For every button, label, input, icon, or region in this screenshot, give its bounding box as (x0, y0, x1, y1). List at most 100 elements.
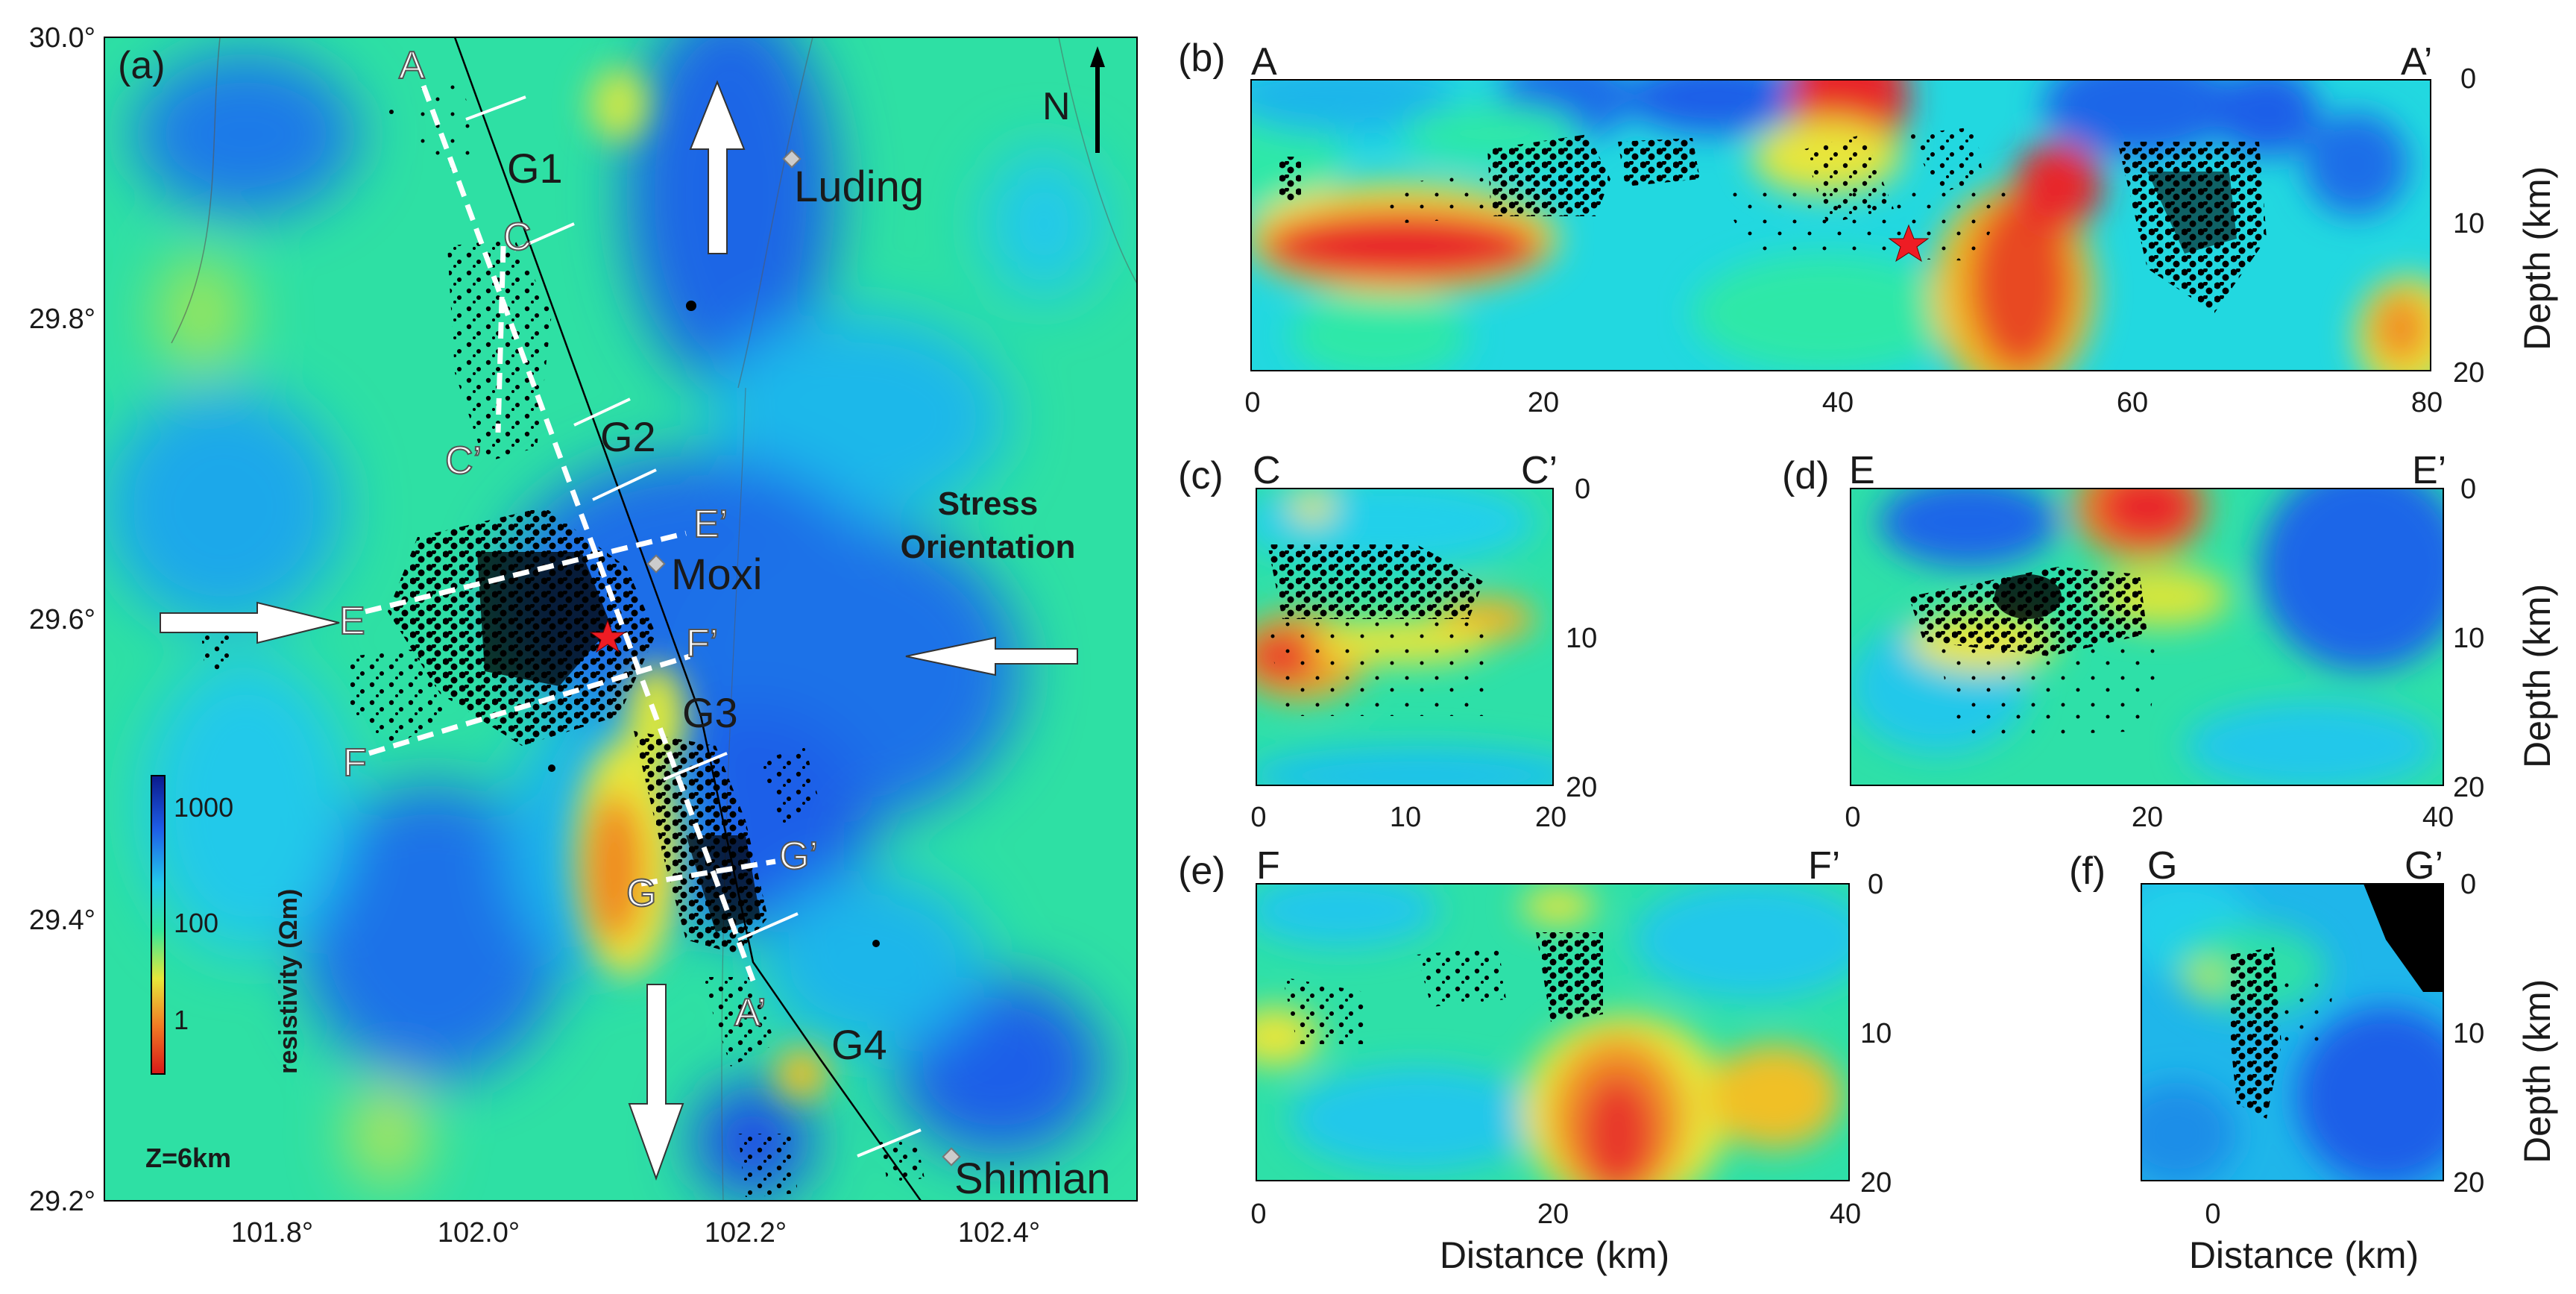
svg-text:G’: G’ (779, 835, 818, 878)
b-x-ticks: 0 20 40 60 80 (1244, 387, 2443, 418)
panel-b-label: (b) (1178, 37, 1226, 80)
panel-d-label: (d) (1782, 454, 1830, 497)
svg-text:29.4°: 29.4° (29, 905, 95, 936)
lat-tick-labels: 30.0° 29.8° 29.6° 29.4° 29.2° (29, 22, 95, 1217)
no-data-mask (2364, 884, 2443, 992)
section-f-start: G (2147, 844, 2177, 888)
panel-d-section: (d) E E’ 0 20 40 0 10 20 Depth (km) (1782, 449, 2558, 833)
f-x-ticks: 0 (2205, 1199, 2220, 1230)
svg-text:0: 0 (1250, 1199, 1266, 1230)
svg-text:20: 20 (2453, 772, 2484, 803)
svg-text:0: 0 (1250, 802, 1266, 833)
seismicity-cloud (1939, 641, 2162, 738)
segment-ticks (465, 95, 922, 1158)
section-c-end: C’ (1521, 449, 1558, 492)
svg-text:20: 20 (2453, 1167, 2484, 1199)
svg-text:G4: G4 (831, 1021, 887, 1068)
svg-text:10: 10 (2453, 208, 2484, 239)
panel-b-section: (b) A A’ 0 20 40 60 80 0 10 20 Depth (km… (1178, 37, 2558, 418)
section-b-start: A (1251, 40, 1277, 84)
svg-text:1000: 1000 (174, 792, 233, 823)
svg-text:10: 10 (1390, 802, 1421, 833)
svg-text:0: 0 (2460, 63, 2476, 95)
svg-text:A: A (399, 44, 425, 87)
north-label: N (1042, 85, 1071, 128)
svg-text:20: 20 (1537, 1199, 1569, 1230)
svg-text:20: 20 (2453, 357, 2484, 389)
svg-text:80: 80 (2411, 387, 2443, 418)
svg-text:0: 0 (2460, 474, 2476, 505)
svg-text:30.0°: 30.0° (29, 22, 95, 54)
colorbar-title: resistivity (Ωm) (274, 889, 303, 1074)
seismicity-cloud (1267, 544, 1484, 619)
depth-slice-label: Z=6km (145, 1143, 231, 1173)
town-luding: Luding (794, 163, 924, 211)
f-depth-ticks: 0 10 20 (2453, 869, 2484, 1199)
seismicity-cloud (1279, 127, 2267, 313)
seismicity-cloud (2229, 947, 2281, 1119)
epicenter-star (1888, 224, 1930, 263)
svg-text:20: 20 (1535, 802, 1566, 833)
section-d-start: E (1849, 449, 1875, 492)
svg-text:40: 40 (1830, 1199, 1861, 1230)
resistivity-slice (104, 37, 1137, 1201)
profile-lines (365, 84, 776, 982)
section-e-start: F (1256, 844, 1280, 888)
d-depth-title: Depth (km) (2516, 584, 2558, 768)
town-shimian: Shimian (954, 1155, 1111, 1203)
b-depth-ticks: 0 10 20 (2453, 63, 2484, 389)
svg-text:102.4°: 102.4° (958, 1217, 1040, 1249)
panel-e-section: (e) F F’ 0 20 40 0 10 20 Distance (km) (1178, 844, 1892, 1276)
panel-f-section: (f) G G’ 0 0 10 20 Depth (km) Distance (… (2069, 844, 2558, 1276)
svg-text:10: 10 (2453, 623, 2484, 654)
seismicity-cloud (1417, 947, 1506, 1007)
f-x-title: Distance (km) (2189, 1234, 2419, 1276)
svg-text:101.8°: 101.8° (231, 1217, 313, 1249)
e-depth-ticks: 0 10 20 (1860, 869, 1892, 1199)
segment-labels: G1 G2 G3 G4 (507, 145, 887, 1068)
panel-c-section: (c) C C’ 0 10 20 0 10 20 (1178, 449, 1597, 833)
e-x-title: Distance (km) (1440, 1234, 1669, 1276)
svg-text:20: 20 (1566, 772, 1597, 803)
svg-text:0: 0 (1244, 387, 1260, 418)
svg-text:0: 0 (1845, 802, 1860, 833)
town-moxi: Moxi (671, 550, 762, 599)
svg-text:E: E (339, 600, 365, 643)
north-arrow-head (1090, 46, 1105, 67)
svg-text:G1: G1 (507, 145, 563, 192)
seismicity-cloud (1536, 932, 1603, 1022)
stress-label-line2: Orientation (901, 529, 1076, 565)
svg-text:0: 0 (1868, 869, 1883, 900)
lon-tick-labels: 101.8° 102.0° 102.2° 102.4° (231, 1217, 1040, 1249)
panel-f-label: (f) (2069, 849, 2106, 893)
svg-text:100: 100 (174, 908, 218, 938)
f-depth-title: Depth (km) (2516, 979, 2558, 1163)
profile-end-labels: A A’ C C’ E E’ F F’ G G’ (338, 43, 819, 1035)
svg-text:60: 60 (2117, 387, 2148, 418)
svg-text:29.2°: 29.2° (29, 1186, 95, 1217)
panel-a-label: (a) (118, 44, 166, 87)
svg-text:0: 0 (2460, 869, 2476, 900)
section-e-end: F’ (1808, 844, 1840, 888)
c-depth-ticks: 0 10 20 (1566, 474, 1597, 803)
section-d-end: E’ (2412, 449, 2446, 492)
colorbar (151, 775, 166, 1075)
svg-text:102.2°: 102.2° (705, 1217, 787, 1249)
c-x-ticks: 0 10 20 (1250, 802, 1566, 833)
svg-text:A’: A’ (734, 991, 766, 1034)
section-f-end: G’ (2405, 844, 2443, 888)
panel-a-map: (a) 30.0° 29.8° 29.6° 29.4° 29.2° 101.8°… (29, 22, 1138, 1249)
colorbar-ticks: 1000 100 1 (174, 792, 233, 1035)
svg-text:20: 20 (2132, 802, 2163, 833)
svg-text:G: G (626, 872, 656, 915)
svg-text:F: F (343, 741, 367, 785)
svg-text:20: 20 (1528, 387, 1559, 418)
svg-text:F’: F’ (686, 622, 718, 665)
svg-text:40: 40 (1822, 387, 1854, 418)
fault-line (453, 37, 922, 1201)
e-x-ticks: 0 20 40 (1250, 1199, 1861, 1230)
d-x-ticks: 0 20 40 (1845, 802, 2454, 833)
svg-text:10: 10 (1566, 623, 1597, 654)
epicenter-star (589, 619, 626, 653)
svg-text:C’: C’ (445, 439, 482, 483)
